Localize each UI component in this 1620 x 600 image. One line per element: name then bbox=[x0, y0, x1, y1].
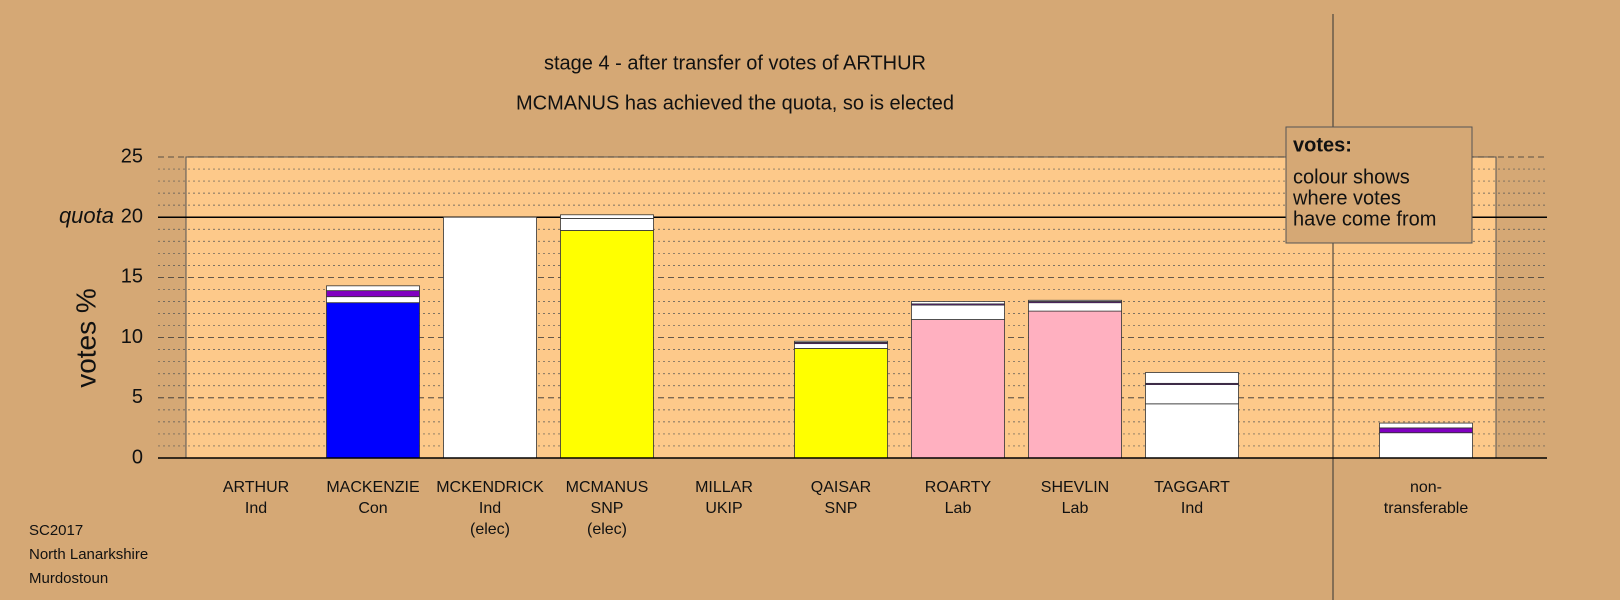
bar-segment bbox=[326, 290, 420, 298]
x-tick-label: Ind bbox=[245, 500, 267, 517]
bar-segment bbox=[911, 301, 1005, 305]
bar-segment bbox=[560, 214, 654, 219]
x-tick-label: transferable bbox=[1384, 500, 1469, 517]
legend-text: colour shows bbox=[1293, 166, 1410, 188]
bar-segment bbox=[1145, 403, 1239, 459]
legend-text: where votes bbox=[1292, 187, 1401, 209]
x-tick-label: Lab bbox=[1062, 500, 1089, 517]
quota-label: quota bbox=[59, 203, 114, 228]
bar-segment bbox=[1379, 427, 1473, 434]
bar-segment bbox=[560, 230, 654, 459]
x-tick-label: MCMANUS bbox=[566, 479, 649, 496]
bar-segment bbox=[1028, 299, 1122, 302]
x-tick-label: (elec) bbox=[470, 521, 510, 538]
bar-segment bbox=[794, 343, 888, 349]
x-tick-label: SNP bbox=[825, 500, 858, 517]
bar-segment bbox=[443, 216, 537, 459]
x-tick-label: ROARTY bbox=[925, 479, 992, 496]
y-tick-label: 15 bbox=[121, 266, 143, 288]
x-tick-label: SNP bbox=[591, 500, 624, 517]
bar-segment bbox=[326, 285, 420, 292]
y-axis-label: votes % bbox=[70, 288, 101, 388]
bar-segment bbox=[794, 340, 888, 343]
y-tick-label: 5 bbox=[132, 386, 143, 408]
footer-text: SC2017 bbox=[29, 522, 83, 539]
bar-segment bbox=[911, 304, 1005, 320]
legend-box bbox=[1285, 126, 1473, 244]
footer-text: Murdostoun bbox=[29, 570, 108, 587]
bar-segment bbox=[326, 302, 420, 459]
x-tick-label: Con bbox=[358, 500, 387, 517]
y-tick-label: 10 bbox=[121, 326, 143, 348]
bar-segment bbox=[326, 296, 420, 304]
x-tick-label: Ind bbox=[1181, 500, 1203, 517]
y-tick-label: 25 bbox=[121, 145, 143, 167]
bar-segment bbox=[560, 218, 654, 231]
y-tick-label: 0 bbox=[132, 446, 143, 468]
x-tick-label: Lab bbox=[945, 500, 972, 517]
bar-segment bbox=[1379, 422, 1473, 429]
bar-segment bbox=[911, 319, 1005, 459]
x-tick-label: QAISAR bbox=[811, 479, 871, 496]
x-tick-label: (elec) bbox=[587, 521, 627, 538]
y-tick-label: 20 bbox=[121, 205, 143, 227]
x-tick-label: MCKENDRICK bbox=[436, 479, 544, 496]
x-tick-label: ARTHUR bbox=[223, 479, 289, 496]
x-tick-label: SHEVLIN bbox=[1041, 479, 1109, 496]
bar-segment bbox=[1145, 384, 1239, 405]
chart-title: stage 4 - after transfer of votes of ART… bbox=[544, 52, 926, 74]
x-tick-label: UKIP bbox=[705, 500, 742, 517]
bar-segment bbox=[1145, 372, 1239, 384]
x-tick-label: MILLAR bbox=[695, 479, 753, 496]
bar-segment bbox=[1028, 302, 1122, 312]
bar-segment bbox=[1028, 310, 1122, 459]
chart-subtitle: MCMANUS has achieved the quota, so is el… bbox=[516, 92, 954, 114]
x-tick-label: TAGGART bbox=[1154, 479, 1230, 496]
bar-segment bbox=[1379, 432, 1473, 459]
bar-segment bbox=[794, 348, 888, 459]
x-tick-label: non- bbox=[1410, 479, 1442, 496]
x-tick-label: Ind bbox=[479, 500, 501, 517]
x-tick-label: MACKENZIE bbox=[326, 479, 419, 496]
legend-text: have come from bbox=[1293, 208, 1436, 230]
legend-title: votes: bbox=[1293, 134, 1352, 156]
footer-text: North Lanarkshire bbox=[29, 546, 148, 563]
